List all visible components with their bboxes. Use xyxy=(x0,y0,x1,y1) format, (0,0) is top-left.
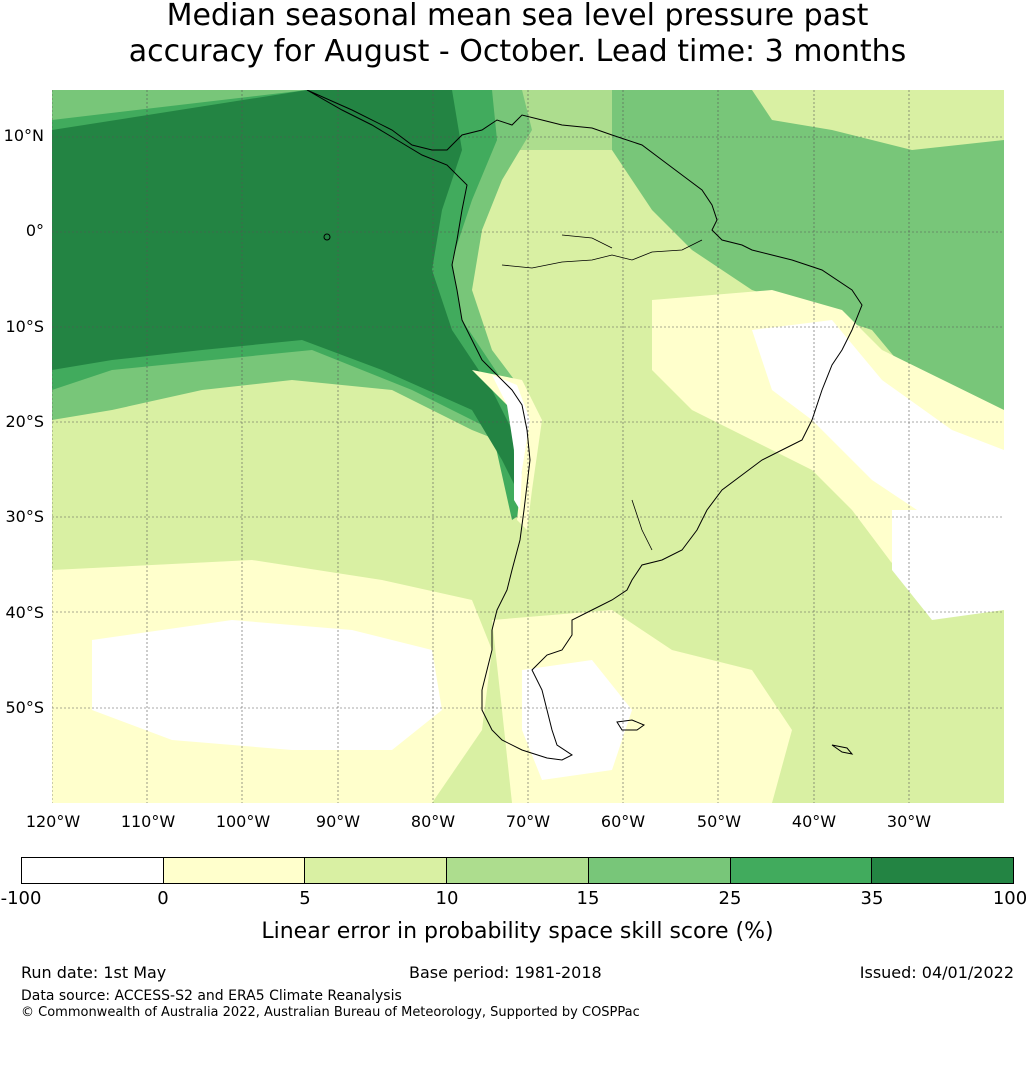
colorbar-tick: 25 xyxy=(718,888,742,909)
field-se-atlantic-white xyxy=(892,510,1004,620)
issued-date: Issued: 04/01/2022 xyxy=(859,963,1014,982)
lon-label-120w: 120°W xyxy=(25,812,81,831)
lat-label-10s: 10°S xyxy=(5,317,44,336)
lat-label-30s: 30°S xyxy=(5,507,44,526)
colorbar-segment xyxy=(22,858,164,883)
lon-label-80w: 80°W xyxy=(410,812,456,831)
gridlines xyxy=(52,90,1004,803)
map-title-line-2: accuracy for August - October. Lead time… xyxy=(128,34,907,69)
copyright: © Commonwealth of Australia 2022, Austra… xyxy=(21,1005,640,1020)
colorbar-segment xyxy=(447,858,589,883)
lon-label-90w: 90°W xyxy=(315,812,361,831)
colorbar-tick: 0 xyxy=(157,888,169,909)
lon-label-110w: 110°W xyxy=(120,812,176,831)
colorbar-segment xyxy=(730,858,873,883)
data-source: Data source: ACCESS-S2 and ERA5 Climate … xyxy=(21,988,402,1004)
rio-de-la-plata xyxy=(631,499,653,551)
south-america-coastline xyxy=(306,90,863,761)
colorbar-tick: 10 xyxy=(435,888,459,909)
galapagos-islands xyxy=(323,233,331,241)
lon-label-40w: 40°W xyxy=(791,812,837,831)
lat-label-50s: 50°S xyxy=(5,698,44,717)
lat-label-20s: 20°S xyxy=(5,412,44,431)
map-canvas xyxy=(52,90,1004,803)
amazon-river xyxy=(501,239,703,269)
colorbar-segment xyxy=(305,858,448,883)
colorbar-tick: -100 xyxy=(0,888,42,909)
lat-label-0: 0° xyxy=(25,221,44,240)
skill-score-map xyxy=(52,90,1004,803)
lon-label-100w: 100°W xyxy=(215,812,271,831)
colorbar-tick: 35 xyxy=(860,888,884,909)
map-title-line-1: Median seasonal mean sea level pressure … xyxy=(166,0,869,33)
field-atlantic-eq xyxy=(612,90,1004,410)
colorbar-segment xyxy=(588,858,731,883)
lon-label-70w: 70°W xyxy=(505,812,551,831)
lat-label-40s: 40°S xyxy=(5,603,44,622)
colorbar-tick: 5 xyxy=(299,888,311,909)
field-south-pacific-white xyxy=(92,620,442,750)
field-brazil-white xyxy=(752,320,1004,520)
lon-label-50w: 50°W xyxy=(696,812,742,831)
lat-label-10n: 10°N xyxy=(3,126,44,145)
field-pacific-top xyxy=(52,90,517,490)
base-period: Base period: 1981-2018 xyxy=(409,963,602,982)
colorbar-tick: 100 xyxy=(992,888,1028,909)
field-andes-white xyxy=(492,375,530,510)
field-se-atlantic xyxy=(812,560,1004,803)
lon-label-60w: 60°W xyxy=(600,812,646,831)
colorbar xyxy=(21,857,1014,884)
field-patagonia-white xyxy=(522,660,632,780)
colorbar-tick: 15 xyxy=(576,888,600,909)
lon-label-30w: 30°W xyxy=(886,812,932,831)
field-atlantic-north xyxy=(752,90,1004,150)
run-date: Run date: 1st May xyxy=(21,963,167,982)
colorbar-segment xyxy=(163,858,306,883)
falkland-islands xyxy=(616,719,646,731)
colorbar-label: Linear error in probability space skill … xyxy=(261,919,774,944)
south-georgia xyxy=(831,744,854,755)
colorbar-segment xyxy=(872,858,1014,883)
amazon-tributary xyxy=(561,234,613,249)
